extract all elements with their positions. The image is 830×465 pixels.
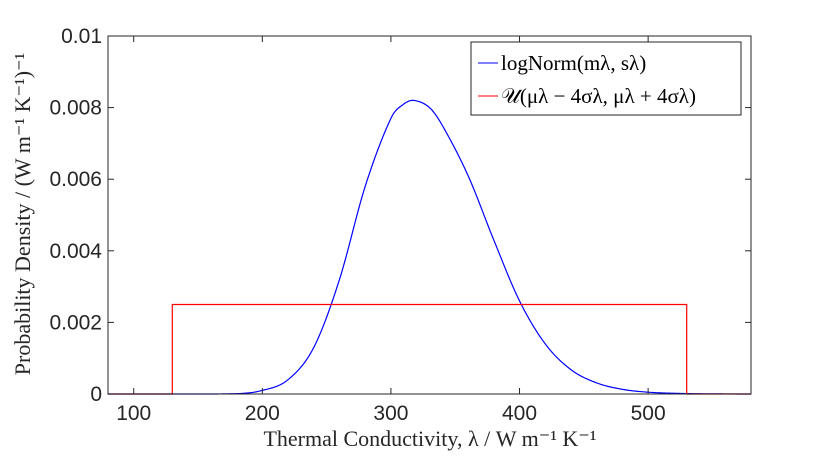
y-tick-label: 0.01 [61, 25, 102, 48]
legend[interactable]: logNorm(mλ, sλ) 𝒰(μλ − 4σλ, μλ + 4σλ) [470, 41, 742, 116]
y-tick-label: 0.006 [49, 168, 102, 191]
y-tick-label: 0.004 [49, 240, 102, 263]
y-tick-label: 0 [90, 383, 102, 406]
y-tick-label: 0.002 [49, 311, 102, 334]
y-tick-label: 0.008 [49, 97, 102, 120]
x-tick-label: 400 [502, 402, 537, 425]
legend-box [470, 41, 742, 116]
legend-label-lognorm: logNorm(mλ, sλ) [501, 51, 646, 75]
x-tick-label: 200 [245, 402, 280, 425]
plot-frame [107, 35, 752, 395]
x-tick-label: 100 [116, 402, 151, 425]
legend-label-uniform: 𝒰(μλ − 4σλ, μλ + 4σλ) [501, 84, 696, 108]
x-tick-label: 500 [631, 402, 666, 425]
x-axis-title: Thermal Conductivity, λ / W m⁻¹ K⁻¹ [263, 426, 596, 451]
y-axis-title: Probability Density / (W m⁻¹ K⁻¹)⁻¹ [10, 53, 35, 375]
ticks-layer: 100 200 300 400 500 0 0.002 0.004 0.006 0.008 0.01 [49, 25, 751, 425]
x-tick-label: 300 [373, 402, 408, 425]
